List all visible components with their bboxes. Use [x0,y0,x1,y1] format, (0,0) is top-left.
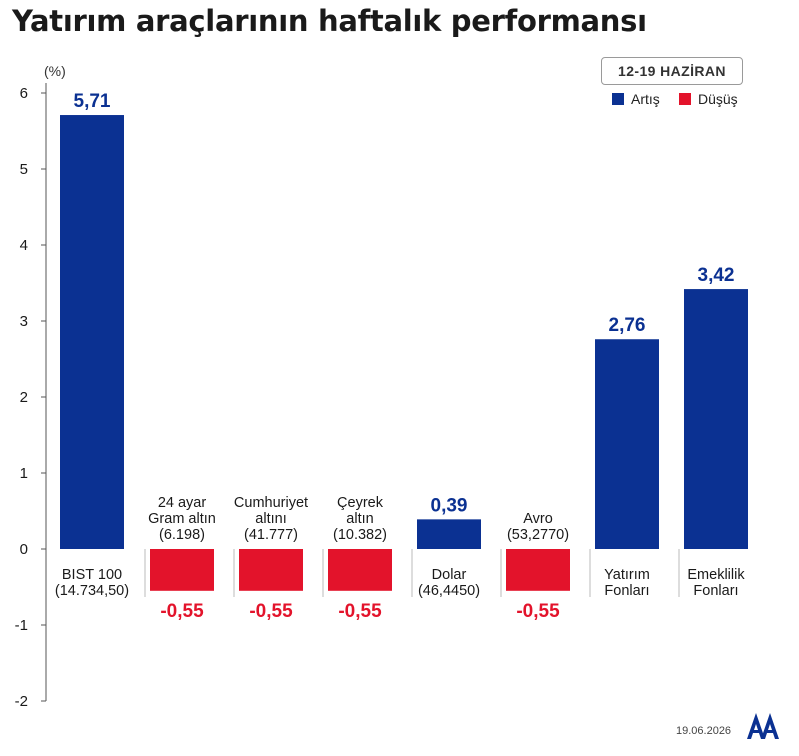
bar [417,519,481,549]
category-label: (53,2770) [507,527,569,543]
bar-value-label: -0,55 [249,601,293,622]
bar-value-label: -0,55 [516,601,560,622]
legend-item-down: Düşüş [679,91,738,107]
legend-swatch-down [679,93,691,105]
period-badge: 12-19 HAZİRAN [601,57,743,85]
category-label: Çeyrek [337,495,384,511]
bar [684,289,748,549]
bar [150,549,214,591]
y-tick-label: 6 [20,85,28,102]
bar-value-label: -0,55 [338,601,382,622]
bar [239,549,303,591]
legend-swatch-up [612,93,624,105]
y-tick-label: -2 [15,693,28,710]
category-label: altın [346,511,373,527]
category-label: Cumhuriyet [234,495,308,511]
category-label: Gram altın [148,511,216,527]
category-label: altını [255,511,286,527]
category-label: Emeklilik [687,567,745,583]
y-tick-label: 1 [20,465,28,482]
category-label: Fonları [604,583,649,599]
legend-item-up: Artış [612,91,660,107]
y-tick-label: 4 [20,237,28,254]
bar [506,549,570,591]
y-tick-label: 3 [20,313,28,330]
bar-value-label: -0,55 [160,601,204,622]
aa-logo-icon [747,713,779,739]
category-label: (14.734,50) [55,583,129,599]
bar [595,339,659,549]
legend-label-down: Düşüş [698,91,738,107]
category-label: (41.777) [244,527,298,543]
y-tick-label: -1 [15,617,28,634]
bar-value-label: 2,76 [609,315,646,336]
category-label: (46,4450) [418,583,480,599]
category-label: Avro [523,511,553,527]
category-label: (10.382) [333,527,387,543]
category-label: Fonları [693,583,738,599]
chart-title: Yatırım araçlarının haftalık performansı [12,4,647,38]
category-label: (6.198) [159,527,205,543]
legend-label-up: Artış [631,91,660,107]
bar [60,115,124,549]
y-tick-label: 5 [20,161,28,178]
bar-value-label: 0,39 [431,495,468,516]
category-label: BIST 100 [62,567,122,583]
y-tick-label: 2 [20,389,28,406]
category-label: 24 ayar [158,495,207,511]
y-tick-label: 0 [20,541,28,558]
footer-date: 19.06.2026 [676,725,732,737]
bar-value-label: 5,71 [74,91,111,112]
category-label: Dolar [432,567,467,583]
y-axis-unit: (%) [44,63,66,79]
bar-value-label: 3,42 [698,265,735,286]
category-label: Yatırım [604,567,650,583]
bar [328,549,392,591]
